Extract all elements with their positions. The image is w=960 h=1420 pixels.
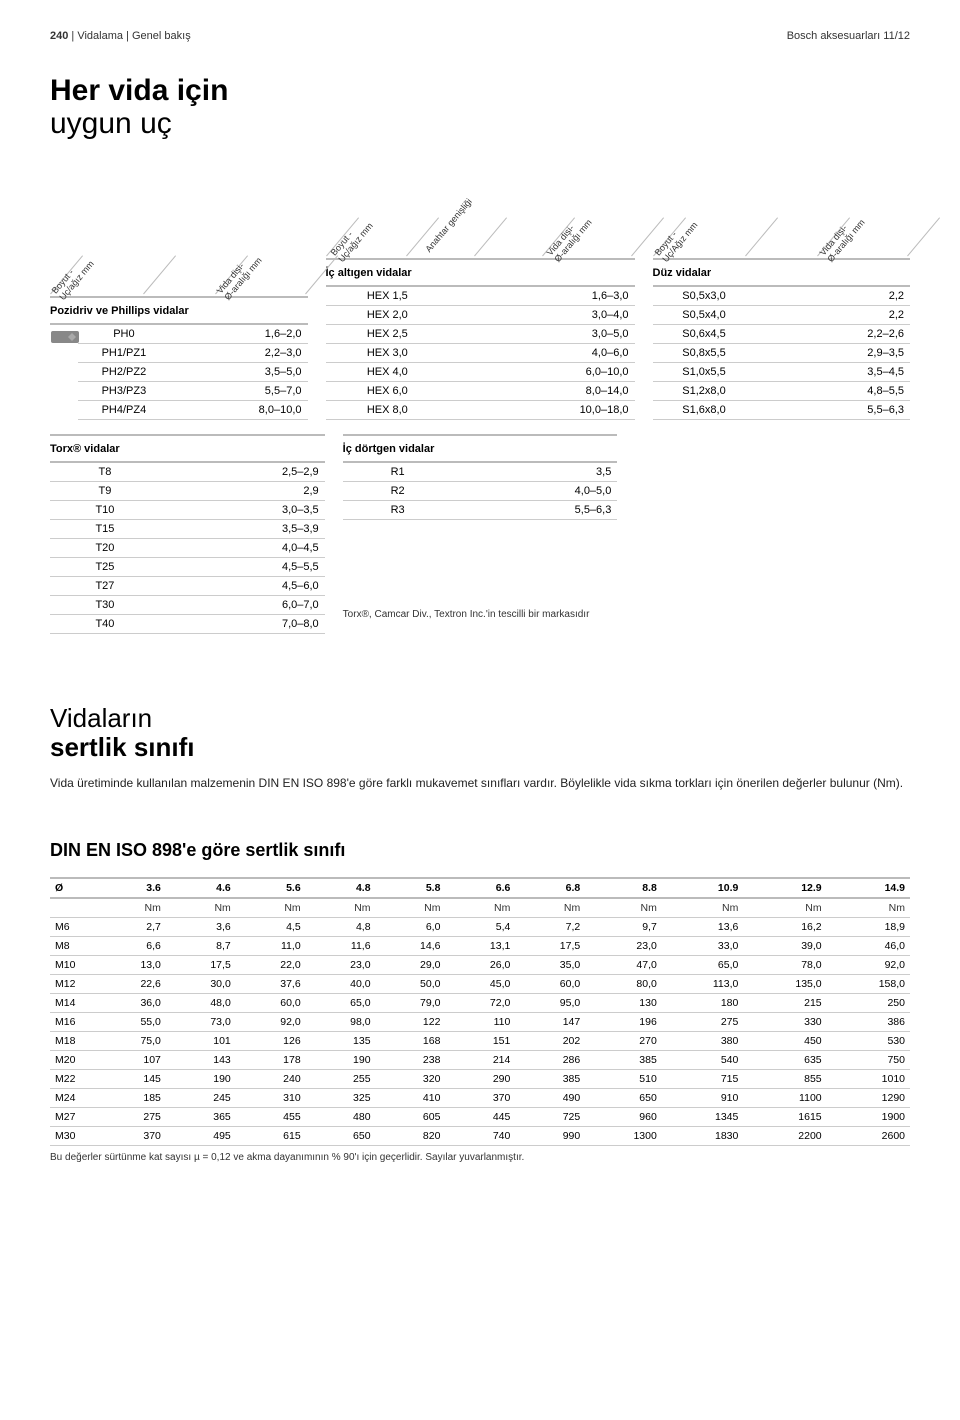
table-row: M2418524531032541037049065091011001290 bbox=[50, 1088, 910, 1107]
table-row: M1436,048,060,065,079,072,095,0130180215… bbox=[50, 993, 910, 1012]
table-row: T254,5–5,5 bbox=[50, 558, 325, 577]
section-label: İç dörtgen vidalar bbox=[343, 434, 618, 463]
table-row: M1013,017,522,023,029,026,035,047,065,07… bbox=[50, 955, 910, 974]
spacer bbox=[635, 434, 910, 634]
col-torx: Torx® vidalar T82,5–2,9T92,9T103,0–3,5T1… bbox=[50, 434, 325, 634]
header-right: Bosch aksesuarları 11/12 bbox=[787, 30, 910, 42]
table-row: PH2/PZ23,5–5,0 bbox=[78, 363, 308, 382]
col-square: İç dörtgen vidalar R13,5R24,0–5,0R35,5–6… bbox=[343, 434, 618, 634]
diag-header-1: Boyut -Uç/ağız mm Vida dişi-Ø-aralığı mm bbox=[50, 218, 308, 298]
table-row: T153,5–3,9 bbox=[50, 520, 325, 539]
table-row: T407,0–8,0 bbox=[50, 615, 325, 634]
table-units-row: NmNmNmNmNmNmNmNmNmNmNm bbox=[50, 898, 910, 918]
table-row: HEX 1,51,6–3,0 bbox=[326, 287, 635, 306]
table-row: PH3/PZ35,5–7,0 bbox=[78, 382, 308, 401]
diag-header-3: Boyut -Uç/Ağız mm Vida dişi-Ø-aralığı mm bbox=[653, 180, 911, 260]
table-row: HEX 2,53,0–5,0 bbox=[326, 325, 635, 344]
section-label: Düz vidalar bbox=[653, 260, 911, 287]
table-hex: HEX 1,51,6–3,0HEX 2,03,0–4,0HEX 2,53,0–5… bbox=[326, 287, 635, 420]
page-header: 240 | Vidalama | Genel bakış Bosch akses… bbox=[50, 30, 910, 42]
table-row: M303704956156508207409901300183022002600 bbox=[50, 1126, 910, 1145]
table-row: HEX 8,010,0–18,0 bbox=[326, 401, 635, 420]
table-row: R35,5–6,3 bbox=[343, 501, 618, 520]
table-row: T92,9 bbox=[50, 482, 325, 501]
din-title: DIN EN ISO 898'e göre sertlik sınıfı bbox=[50, 840, 910, 861]
section2-title-line2: sertlik sınıfı bbox=[50, 733, 910, 762]
table-row: HEX 4,06,0–10,0 bbox=[326, 363, 635, 382]
table-flat: S0,5x3,02,2S0,5x4,02,2S0,6x4,52,2–2,6S0,… bbox=[653, 287, 911, 420]
table-pozidriv: PH01,6–2,0PH1/PZ12,2–3,0PH2/PZ23,5–5,0PH… bbox=[78, 325, 308, 420]
trademark-note: Torx®, Camcar Div., Textron Inc.'in tesc… bbox=[343, 600, 618, 621]
table-row: T274,5–6,0 bbox=[50, 577, 325, 596]
table-row: HEX 2,03,0–4,0 bbox=[326, 306, 635, 325]
table-row: T103,0–3,5 bbox=[50, 501, 325, 520]
table-row: S1,6x8,05,5–6,3 bbox=[653, 401, 911, 420]
section-label: Torx® vidalar bbox=[50, 434, 325, 463]
section2-paragraph: Vida üretiminde kullanılan malzemenin DI… bbox=[50, 775, 910, 792]
table-header-row: Ø3.64.65.64.85.86.66.88.810.912.914.9 bbox=[50, 878, 910, 898]
table-row: S0,5x4,02,2 bbox=[653, 306, 911, 325]
section2-title-line1: Vidaların bbox=[50, 704, 910, 733]
section-label: İç altıgen vidalar bbox=[326, 260, 635, 287]
table-row: R24,0–5,0 bbox=[343, 482, 618, 501]
pozidriv-icon bbox=[50, 325, 78, 420]
table-row: PH01,6–2,0 bbox=[78, 325, 308, 344]
table-row: S0,8x5,52,9–3,5 bbox=[653, 344, 911, 363]
col-flat: Boyut -Uç/Ağız mm Vida dişi-Ø-aralığı mm… bbox=[653, 180, 911, 420]
table-row: M1655,073,092,098,0122110147196275330386 bbox=[50, 1012, 910, 1031]
table-row: PH4/PZ48,0–10,0 bbox=[78, 401, 308, 420]
table-row: M1222,630,037,640,050,045,060,080,0113,0… bbox=[50, 974, 910, 993]
table-row: R13,5 bbox=[343, 463, 618, 482]
table-din: Ø3.64.65.64.85.86.66.88.810.912.914.9NmN… bbox=[50, 877, 910, 1146]
table-row: M20107143178190238214286385540635750 bbox=[50, 1050, 910, 1069]
table-row: T306,0–7,0 bbox=[50, 596, 325, 615]
table-row: M1875,0101126135168151202270380450530 bbox=[50, 1031, 910, 1050]
table-row: T204,0–4,5 bbox=[50, 539, 325, 558]
table-row: M221451902402553202903855107158551010 bbox=[50, 1069, 910, 1088]
table-row: S1,0x5,53,5–4,5 bbox=[653, 363, 911, 382]
table-row: M27275365455480605445725960134516151900 bbox=[50, 1107, 910, 1126]
section-label: Pozidriv ve Phillips vidalar bbox=[50, 298, 308, 325]
table-row: S0,5x3,02,2 bbox=[653, 287, 911, 306]
table-row: M86,68,711,011,614,613,117,523,033,039,0… bbox=[50, 936, 910, 955]
table-row: HEX 6,08,0–14,0 bbox=[326, 382, 635, 401]
table-row: HEX 3,04,0–6,0 bbox=[326, 344, 635, 363]
table-row: PH1/PZ12,2–3,0 bbox=[78, 344, 308, 363]
table-row: S0,6x4,52,2–2,6 bbox=[653, 325, 911, 344]
header-left: 240 | Vidalama | Genel bakış bbox=[50, 30, 191, 42]
col-hex: Boyut -Uç/ağız mm Anahtar genişliği Vida… bbox=[326, 180, 635, 420]
table-torx: T82,5–2,9T92,9T103,0–3,5T153,5–3,9T204,0… bbox=[50, 463, 325, 634]
table-row: S1,2x8,04,8–5,5 bbox=[653, 382, 911, 401]
diag-header-2: Boyut -Uç/ağız mm Anahtar genişliği Vida… bbox=[326, 180, 635, 260]
din-footnote: Bu değerler sürtünme kat sayısı µ = 0,12… bbox=[50, 1146, 910, 1163]
col-pozidriv: Boyut -Uç/ağız mm Vida dişi-Ø-aralığı mm… bbox=[50, 218, 308, 420]
table-row: T82,5–2,9 bbox=[50, 463, 325, 482]
table-square: R13,5R24,0–5,0R35,5–6,3 bbox=[343, 463, 618, 520]
page-title: Her vida için uygun uç bbox=[50, 74, 910, 140]
table-row: M62,73,64,54,86,05,47,29,713,616,218,9 bbox=[50, 917, 910, 936]
